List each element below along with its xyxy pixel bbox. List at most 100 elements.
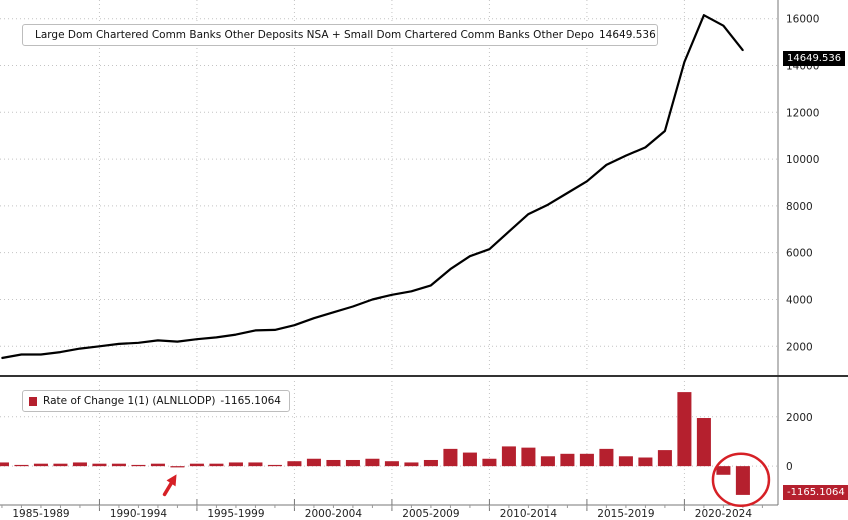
line-point <box>625 154 627 157</box>
line-last-value-tag: 14649.536 <box>783 51 846 66</box>
line-point <box>137 341 140 344</box>
bar <box>189 463 204 467</box>
bar-legend-label: Rate of Change 1(1) (ALNLLODP) <box>43 395 216 407</box>
bar <box>618 456 633 467</box>
line-point <box>79 347 81 350</box>
line-point <box>215 336 218 339</box>
bar <box>696 418 711 467</box>
bar <box>735 466 750 495</box>
bar <box>657 450 672 467</box>
bar <box>677 392 692 467</box>
line-point <box>157 339 159 342</box>
line-point <box>449 268 452 270</box>
bar-chart-legend: Rate of Change 1(1) (ALNLLODP) -1165.106… <box>22 390 290 412</box>
bar <box>540 456 555 467</box>
bar <box>423 459 438 467</box>
x-tick-label: 1995-1999 <box>207 508 264 520</box>
line-point <box>644 146 647 149</box>
bar <box>267 464 282 467</box>
bar <box>287 461 302 467</box>
line-point <box>410 290 413 293</box>
top-y-tick-label: 2000 <box>786 341 813 353</box>
x-tick-label: 2000-2004 <box>305 508 363 520</box>
bar <box>170 466 185 468</box>
line-point <box>371 298 374 301</box>
bar <box>228 462 243 467</box>
bottom-y-tick-label: 2000 <box>786 412 813 424</box>
bar <box>501 446 516 467</box>
line-point <box>527 213 530 215</box>
line-point <box>274 329 276 331</box>
bar-legend-value: -1165.1064 <box>220 395 281 407</box>
line-point <box>664 130 666 132</box>
line-legend-value: 14649.536 <box>598 29 656 41</box>
bar <box>443 448 458 467</box>
line-point <box>703 14 705 17</box>
x-tick-label: 2020-2024 <box>695 508 753 520</box>
line-point <box>586 180 588 183</box>
line-point <box>1 357 3 359</box>
bar <box>638 457 653 467</box>
bar <box>482 458 497 467</box>
line-point <box>352 305 354 308</box>
line-point <box>566 192 569 194</box>
line-point <box>683 61 686 63</box>
line-point <box>488 248 491 250</box>
bar <box>384 461 399 467</box>
top-y-tick-label: 12000 <box>786 107 819 119</box>
top-y-tick-label: 16000 <box>786 14 819 26</box>
bar <box>326 459 341 467</box>
bar <box>53 463 68 467</box>
line-point <box>59 351 62 353</box>
bar-last-value-tag: -1165.1064 <box>783 485 848 500</box>
top-y-tick-label: 4000 <box>786 294 813 306</box>
line-point <box>469 255 471 257</box>
line-point <box>20 353 23 356</box>
line-point <box>254 329 257 332</box>
bar <box>306 458 321 467</box>
bar <box>92 463 107 467</box>
line-point <box>391 293 393 296</box>
bar <box>111 463 126 467</box>
top-y-tick-label: 8000 <box>786 201 813 213</box>
line-point <box>118 343 120 345</box>
x-tick-label: 1990-1994 <box>110 508 168 520</box>
bar <box>404 462 419 467</box>
bar <box>248 462 263 467</box>
bar <box>0 462 9 467</box>
bar <box>345 459 360 467</box>
bar <box>599 448 614 467</box>
line-point <box>293 324 296 327</box>
bar <box>521 447 536 467</box>
circle-annotation <box>711 452 771 507</box>
line-point <box>176 340 179 343</box>
bar-legend-swatch <box>29 396 38 406</box>
line-point <box>332 311 335 314</box>
top-y-tick-label: 6000 <box>786 248 813 260</box>
bar <box>72 462 87 467</box>
line-point <box>196 338 198 341</box>
line-point <box>40 353 42 356</box>
line-chart-legend: Large Dom Chartered Comm Banks Other Dep… <box>22 24 658 46</box>
x-tick-label: 2015-2019 <box>597 508 654 520</box>
bar <box>209 463 224 467</box>
bar <box>365 458 380 467</box>
line-point <box>722 24 725 27</box>
bottom-y-tick-label: 0 <box>786 461 793 473</box>
x-tick-label: 2005-2009 <box>402 508 459 520</box>
bar <box>14 464 29 467</box>
x-tick-label: 1985-1989 <box>12 508 69 520</box>
bar <box>716 466 731 475</box>
bar <box>150 463 165 467</box>
x-tick-label: 2010-2014 <box>500 508 558 520</box>
line-point <box>742 49 744 52</box>
bar <box>33 463 48 467</box>
top-y-tick-label: 10000 <box>786 154 819 166</box>
line-point <box>98 345 101 348</box>
line-point <box>605 164 608 166</box>
line-point <box>508 230 510 233</box>
bar <box>131 464 146 467</box>
